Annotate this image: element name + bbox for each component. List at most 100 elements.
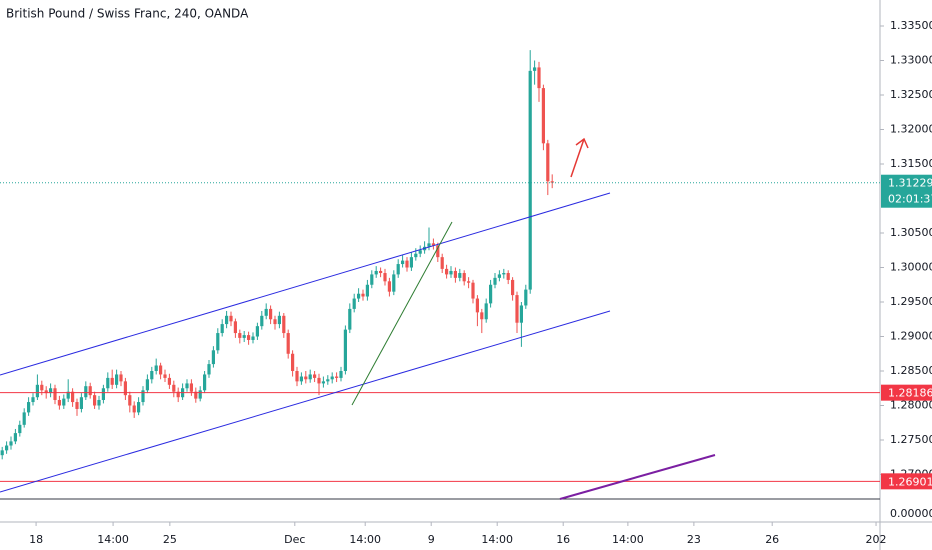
candle-body: [238, 333, 242, 338]
candle-body: [71, 391, 75, 403]
countdown-label: 02:01:37: [888, 193, 932, 206]
candle-body: [189, 383, 193, 392]
candle-body: [326, 379, 330, 382]
candle-body: [242, 335, 246, 338]
x-tick-label: Dec: [284, 533, 305, 546]
candle-body: [115, 374, 119, 385]
candle-body: [339, 371, 343, 378]
candle-body: [154, 365, 158, 372]
candle-body: [436, 245, 440, 258]
drawings: [0, 137, 716, 500]
candle-body: [110, 377, 114, 385]
candle-body: [352, 298, 356, 309]
candle-body: [519, 305, 523, 323]
candle-body: [269, 308, 273, 320]
x-tick-label: 26: [765, 533, 779, 546]
candle-body: [194, 391, 198, 399]
candle-body: [396, 264, 400, 275]
candle-body: [471, 282, 475, 299]
candle-body: [220, 324, 224, 334]
candle-body: [445, 268, 449, 275]
candle-body: [207, 364, 211, 375]
candle-body: [546, 143, 550, 182]
candle-body: [137, 402, 141, 413]
candle-body: [449, 270, 453, 275]
candle-body: [387, 281, 391, 292]
candle-body: [475, 298, 479, 313]
candle-body: [313, 374, 317, 378]
candle-body: [291, 353, 295, 372]
candle-body: [128, 395, 132, 406]
candle-body: [528, 70, 532, 290]
candle-body: [379, 270, 383, 274]
candle-body: [330, 376, 334, 380]
candle-body: [348, 308, 352, 330]
candle-body: [264, 308, 268, 316]
channel-lower: [0, 310, 611, 493]
candle-body: [150, 371, 154, 380]
candle-body: [550, 181, 554, 183]
x-tick-label: 9: [428, 533, 435, 546]
candle-body: [185, 383, 189, 389]
candle-body: [225, 315, 229, 325]
candle-body: [440, 257, 444, 269]
candle-body: [13, 433, 17, 442]
candle-body: [40, 384, 44, 391]
candle-body: [75, 402, 79, 409]
x-tick-label: 14:00: [481, 533, 513, 546]
candle-body: [203, 374, 207, 391]
candle-body: [317, 377, 321, 384]
arrow-head: [575, 137, 589, 149]
channel-upper: [0, 192, 611, 376]
candle-body: [308, 374, 312, 380]
candle-body: [541, 88, 545, 144]
candle-body: [198, 390, 202, 399]
arrow: [570, 138, 585, 178]
candle-body: [427, 243, 431, 247]
candle-body: [277, 315, 281, 325]
candle-body: [286, 333, 290, 354]
candle-body: [141, 390, 145, 403]
candle-body: [163, 374, 167, 378]
candle-body: [255, 326, 259, 337]
candle-body: [480, 312, 484, 320]
candle-body: [159, 365, 163, 375]
candle-body: [49, 388, 53, 394]
candle-body: [216, 333, 220, 351]
candle-body: [93, 395, 97, 406]
candle-body: [383, 273, 387, 282]
candle-body: [409, 257, 413, 268]
candle-body: [497, 274, 501, 278]
candle-body: [119, 374, 123, 382]
x-tick-label: 16: [556, 533, 570, 546]
candle-body: [484, 303, 488, 320]
trend-line-purple: [559, 454, 716, 500]
candle-body: [123, 381, 127, 396]
candle-body: [467, 281, 471, 283]
candle-body: [343, 329, 347, 372]
candle-body: [97, 399, 101, 406]
last-price-label: 1.31229: [888, 177, 932, 190]
chart-title: British Pound / Swiss Franc, 240, OANDA: [6, 7, 249, 21]
candle-body: [462, 273, 466, 282]
candle-body: [57, 399, 61, 406]
candle-body: [458, 273, 462, 278]
candle-body: [35, 384, 39, 398]
candle-body: [365, 284, 369, 297]
candle-body: [321, 381, 325, 384]
y-tick-label: 1.33500: [890, 19, 932, 32]
candle-body: [0, 450, 4, 456]
y-tick-label: 1.28500: [890, 364, 932, 377]
candle-body: [392, 274, 396, 292]
candle-body: [18, 424, 22, 434]
price-badge: [881, 473, 932, 490]
y-tick-label: 1.30000: [890, 261, 932, 274]
candle-body: [31, 397, 35, 403]
candle-body: [295, 371, 299, 382]
candle-body: [233, 321, 237, 334]
y-tick-label: 1.28000: [890, 399, 932, 412]
candle-body: [511, 279, 515, 296]
candle-body: [229, 315, 233, 322]
